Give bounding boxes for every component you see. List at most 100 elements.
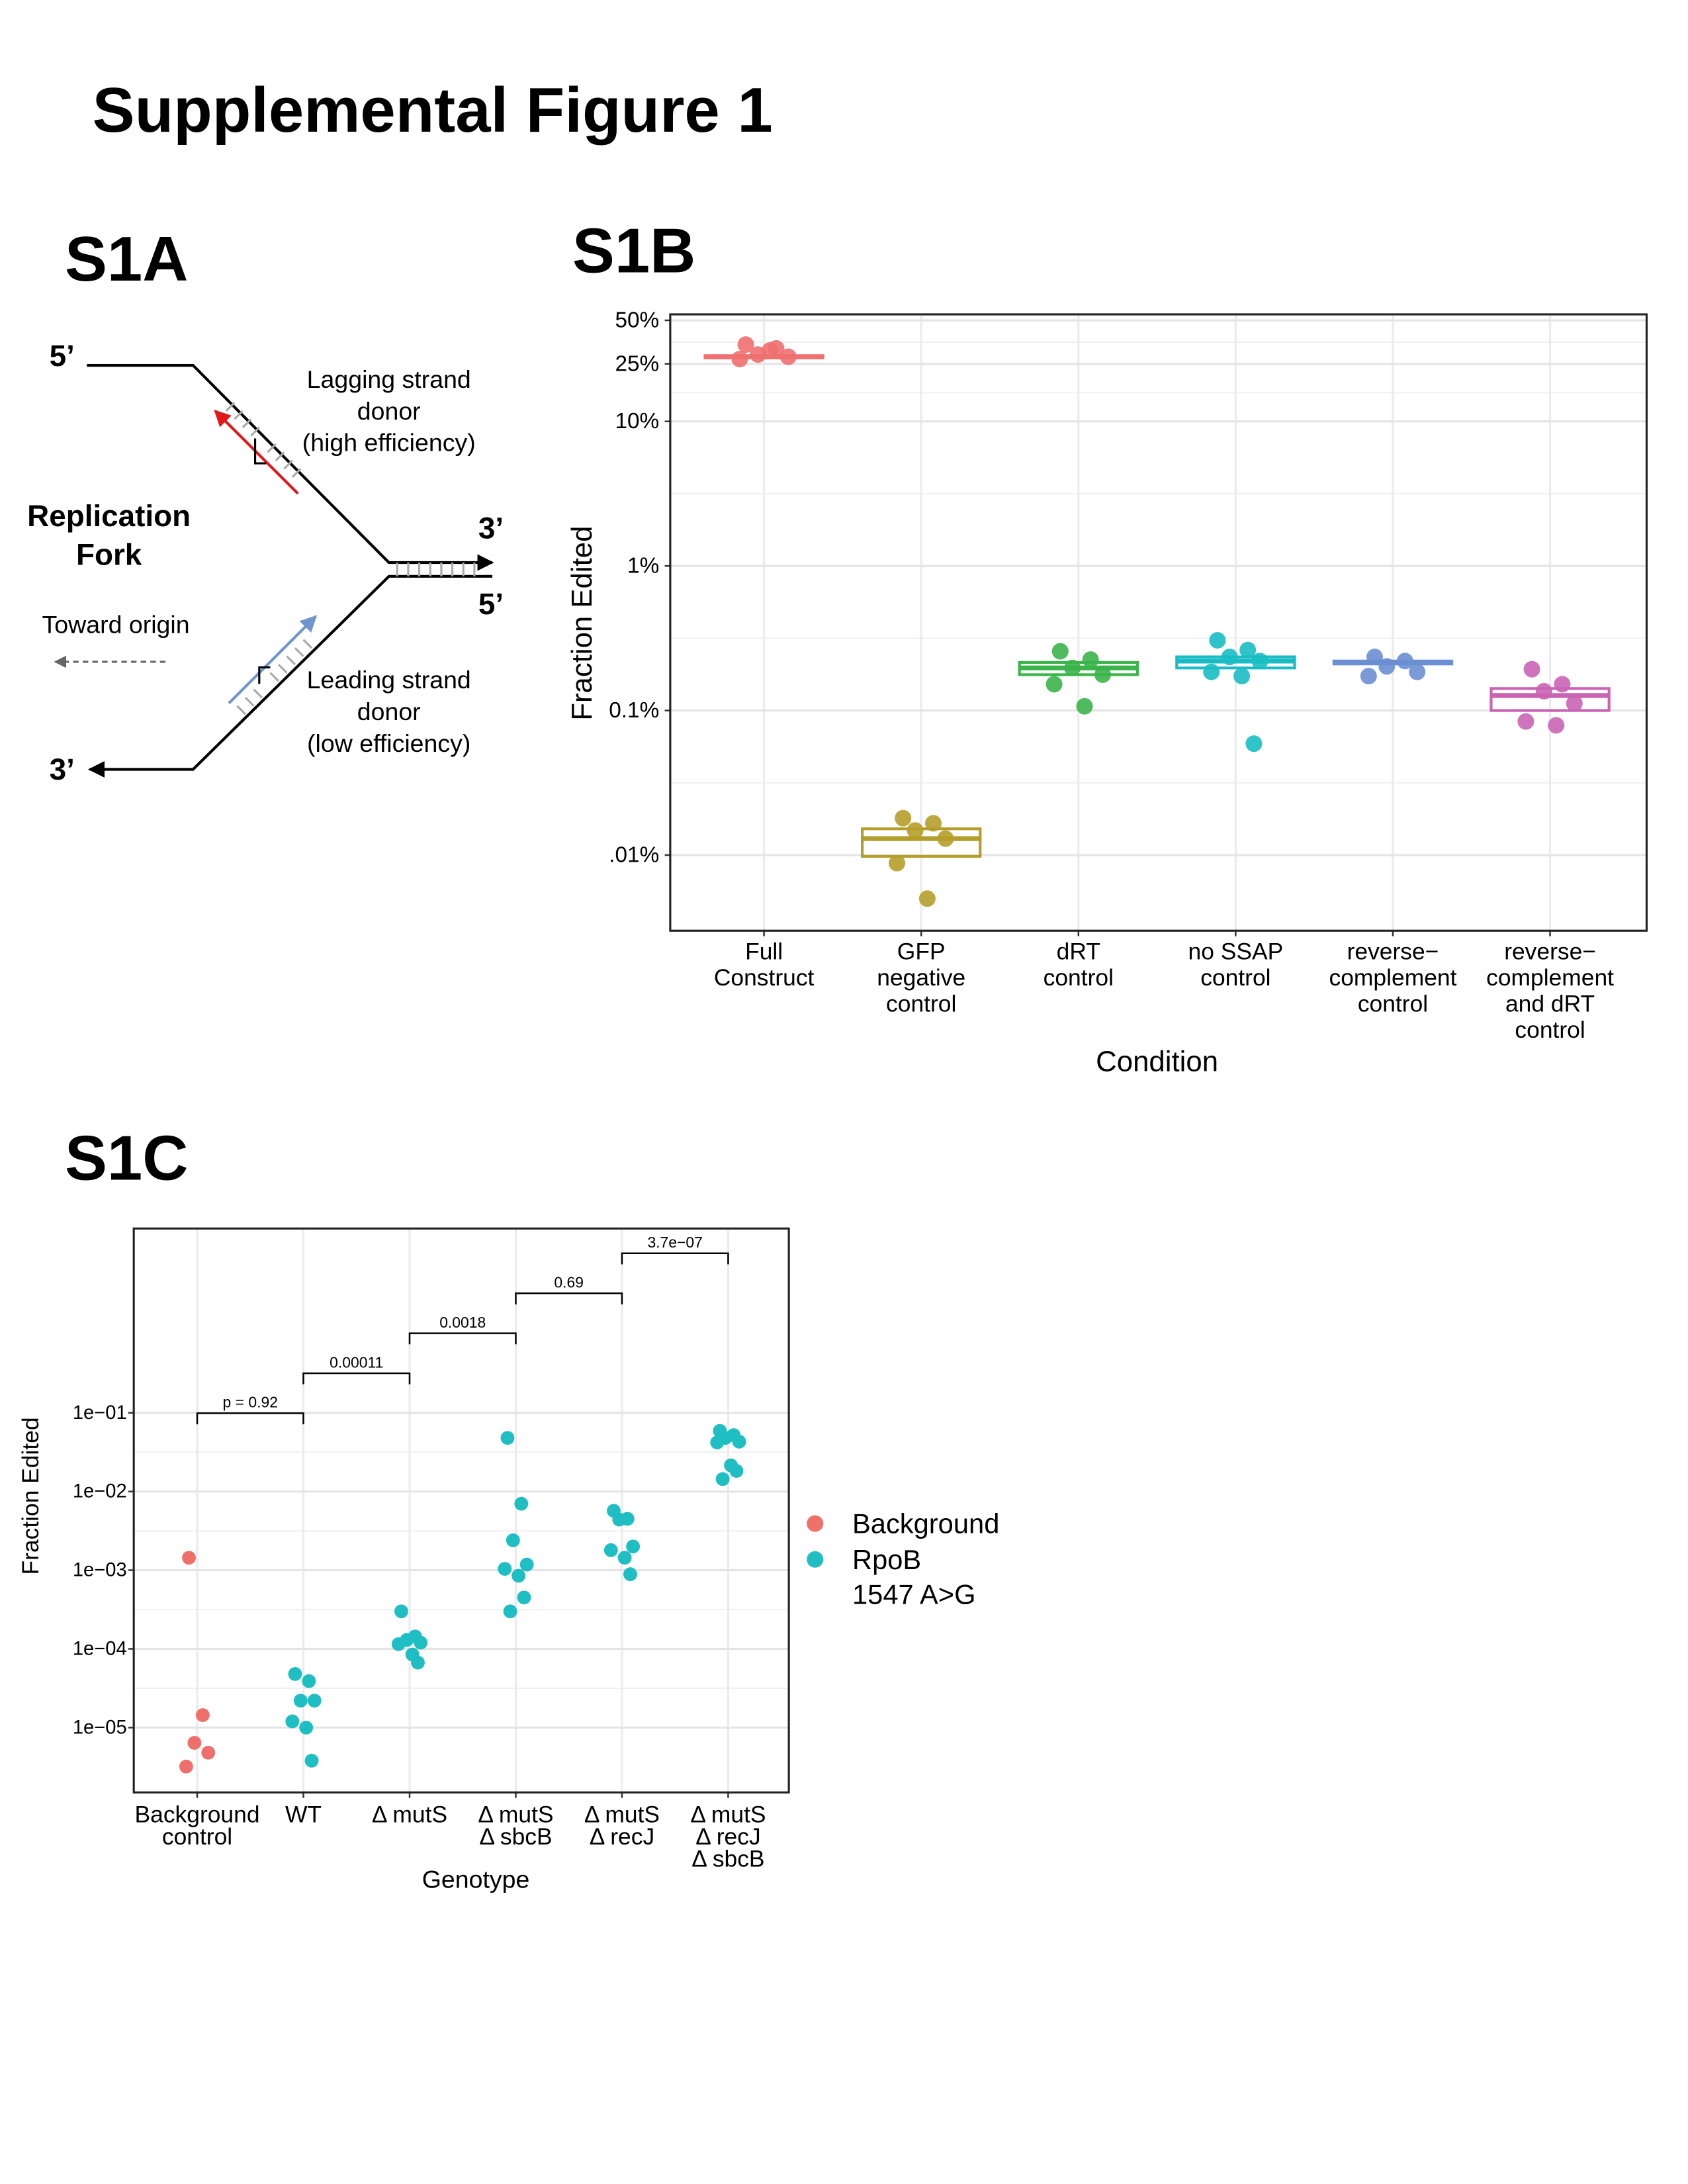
point — [907, 822, 924, 839]
point — [1523, 660, 1540, 678]
point — [1094, 666, 1111, 683]
point — [925, 815, 942, 832]
point — [1239, 641, 1257, 659]
point — [1082, 651, 1099, 668]
point — [394, 1604, 408, 1619]
lagging-donor — [214, 410, 299, 495]
x-tick-label: reverse− complement control — [1329, 938, 1457, 1017]
lagging-label: Lagging strand donor (high efficiency) — [302, 365, 476, 457]
p-value-label: 3.7e−07 — [647, 1234, 702, 1251]
leading-donor — [228, 615, 318, 704]
plot-frame — [669, 313, 1648, 932]
comparison-bracket — [408, 1332, 517, 1345]
point — [626, 1539, 641, 1554]
point — [889, 854, 906, 872]
y-tick-label: 1e−04 — [73, 1638, 127, 1659]
plot-background — [134, 1228, 789, 1793]
p-value-label: 0.00011 — [330, 1353, 383, 1371]
point — [391, 1637, 406, 1651]
point — [1076, 698, 1093, 715]
legend-label: RpoB 1547 A>G — [852, 1544, 976, 1610]
fork-label: Replication Fork — [27, 499, 191, 571]
x-tick-label: Full Construct — [714, 938, 815, 991]
point — [182, 1551, 196, 1565]
plot-frame — [132, 1227, 790, 1794]
strand-end: 3’ — [50, 752, 75, 786]
y-tick-label: 50% — [615, 308, 659, 333]
point — [1203, 663, 1220, 680]
point — [503, 1604, 517, 1619]
point — [710, 1435, 725, 1449]
y-tick-label: 25% — [615, 351, 659, 376]
y-tick-label: 1% — [627, 554, 659, 578]
point — [288, 1666, 302, 1681]
point — [623, 1567, 637, 1582]
point — [519, 1557, 534, 1572]
point — [1566, 695, 1583, 712]
strand-end: 3’ — [478, 511, 504, 545]
y-axis-title: Fraction Edited — [17, 1417, 44, 1574]
point — [511, 1569, 526, 1583]
y-tick-label: 1e−03 — [73, 1560, 127, 1581]
point — [179, 1759, 193, 1774]
x-tick-label: reverse− complement and dRT control — [1486, 938, 1614, 1044]
p-value-label: 0.0018 — [439, 1314, 486, 1331]
point — [1045, 676, 1063, 693]
origin-label: Toward origin — [42, 611, 190, 639]
point — [299, 1720, 314, 1735]
x-tick-label: Δ mutS — [372, 1801, 447, 1828]
point — [201, 1745, 216, 1760]
point — [1517, 713, 1534, 730]
point — [1409, 663, 1426, 680]
x-tick-label: Background control — [135, 1801, 260, 1850]
point — [617, 1551, 632, 1565]
point — [762, 341, 779, 359]
point — [514, 1496, 529, 1511]
point — [895, 809, 912, 827]
scatter-chart: S1C 1e−05 1e−04 1e−03 1e−02 1e−01 Background co… — [17, 1123, 1000, 1893]
y-tick-label: 0.1% — [609, 698, 659, 723]
point — [1378, 658, 1396, 675]
comparison-bracket — [196, 1412, 304, 1425]
legend-label: Background — [852, 1508, 999, 1539]
x-axis-title: Condition — [1096, 1046, 1218, 1078]
point — [187, 1735, 202, 1750]
comparison-bracket — [621, 1252, 729, 1265]
point — [498, 1562, 512, 1576]
point — [603, 1543, 618, 1557]
point — [1245, 735, 1263, 752]
leading-hatch — [236, 639, 313, 715]
point — [779, 348, 797, 365]
strand-end: 5’ — [478, 587, 504, 621]
point — [1360, 668, 1377, 685]
x-axis-title: Genotype — [422, 1866, 530, 1893]
y-tick-label: 1e−05 — [73, 1717, 127, 1738]
point — [1209, 631, 1226, 649]
point — [1051, 643, 1069, 660]
point — [715, 1472, 730, 1486]
point — [1251, 653, 1268, 670]
legend-key — [807, 1551, 824, 1568]
y-tick-label: 1e−01 — [73, 1402, 127, 1424]
x-tick-label: WT — [285, 1801, 322, 1828]
panel-a: S1A 5’ 3’ 5’ 3’ Replication Fork Toward o… — [27, 224, 504, 786]
point — [731, 350, 748, 367]
comparison-bracket — [515, 1292, 623, 1304]
lagging-flap — [254, 438, 267, 465]
point — [1396, 653, 1413, 670]
point — [1554, 676, 1571, 693]
comparison-bracket — [302, 1372, 411, 1385]
point — [732, 1434, 746, 1449]
panel-label: S1B — [572, 216, 695, 287]
point — [195, 1708, 210, 1722]
y-tick-label: 1e−02 — [73, 1481, 127, 1502]
p-value-label: p = 0.92 — [223, 1394, 278, 1411]
point — [304, 1753, 319, 1768]
point — [1535, 682, 1552, 700]
p-value-label: 0.69 — [554, 1274, 584, 1291]
point — [1366, 649, 1383, 666]
point — [1548, 717, 1565, 734]
point — [500, 1431, 515, 1445]
y-tick-label: .01% — [609, 843, 659, 868]
point — [729, 1464, 744, 1478]
